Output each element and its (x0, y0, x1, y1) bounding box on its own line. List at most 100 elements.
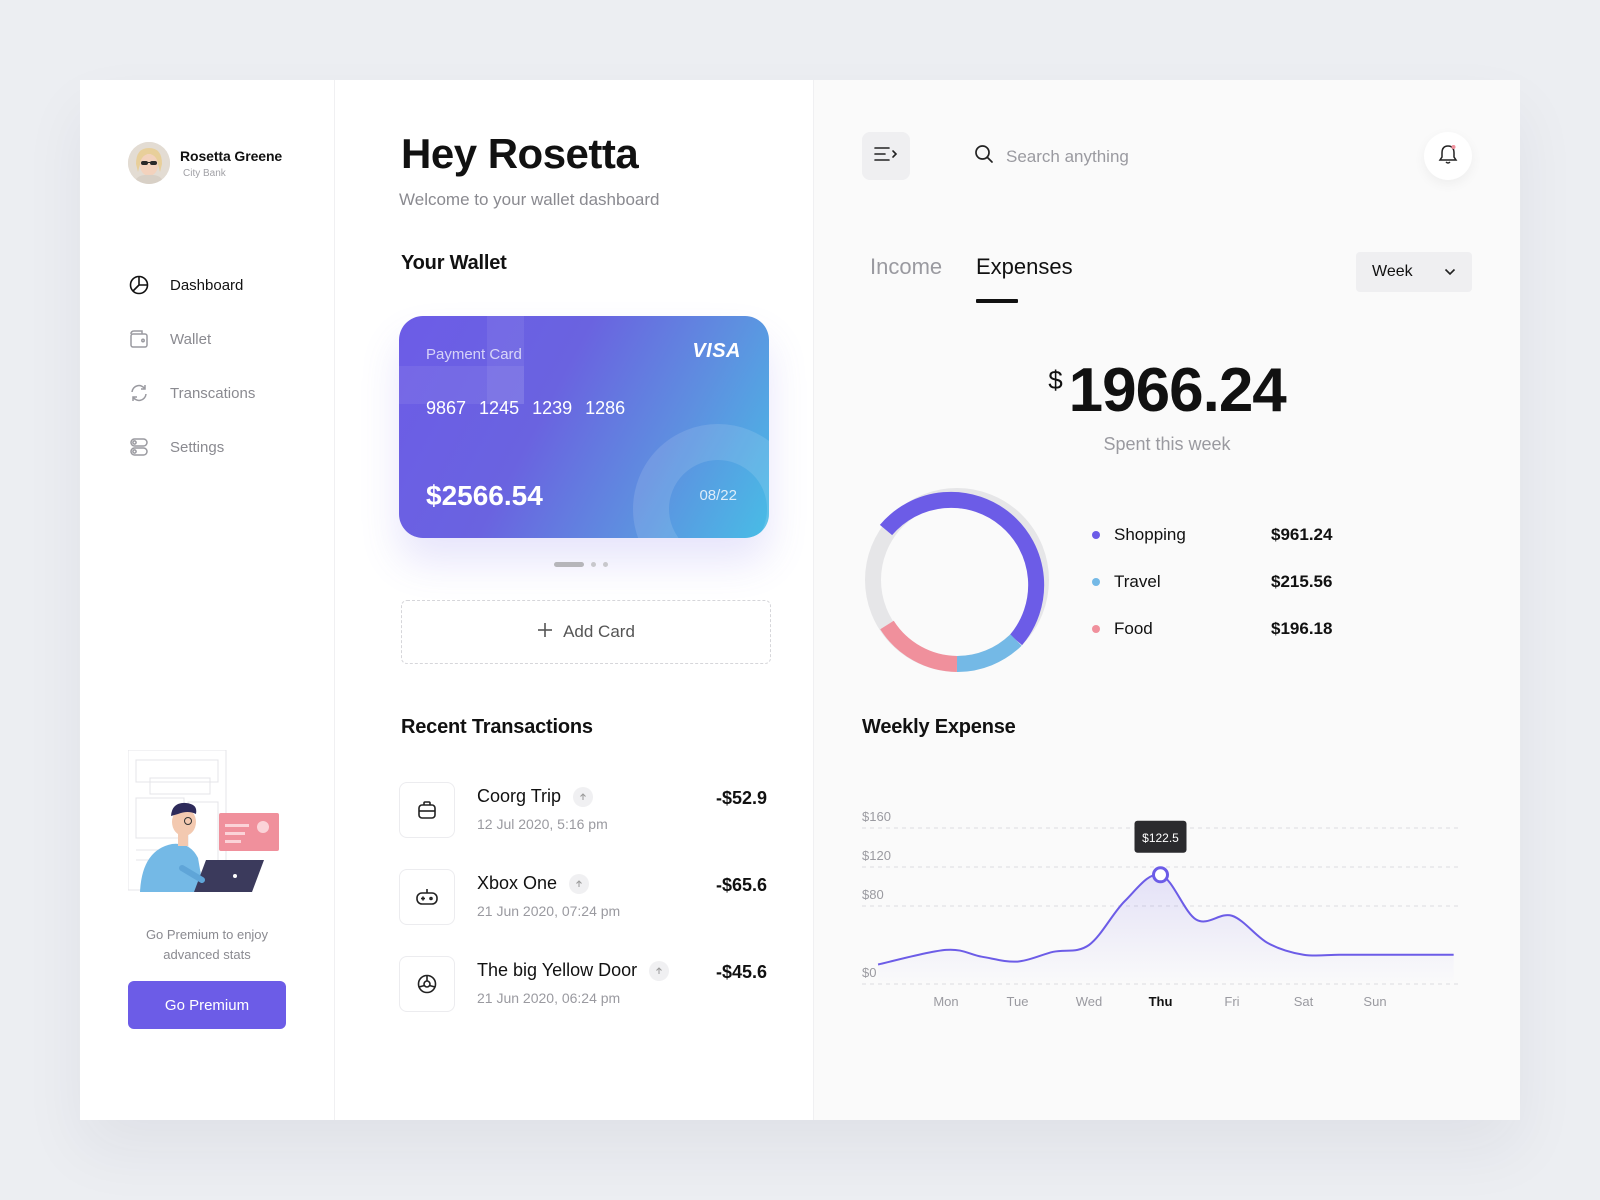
x-tick-label[interactable]: Thu (1149, 994, 1173, 1009)
card-label: Payment Card (426, 346, 522, 363)
menu-toggle-button[interactable] (862, 132, 910, 180)
x-tick-label[interactable]: Sun (1363, 994, 1386, 1009)
y-tick-label: $160 (862, 809, 891, 824)
settings-icon (128, 436, 150, 458)
add-card-button[interactable]: Add Card (401, 600, 771, 664)
card-decoration (487, 316, 524, 404)
legend-dot (1092, 531, 1100, 539)
transaction-date: 21 Jun 2020, 06:24 pm (477, 990, 621, 1006)
payment-card[interactable]: Payment Card VISA 9867 1245 1239 1286 $2… (399, 316, 769, 538)
wallet-title: Your Wallet (401, 252, 507, 274)
dial-icon (399, 956, 455, 1012)
x-tick-label[interactable]: Tue (1007, 994, 1029, 1009)
plus-icon (537, 622, 553, 643)
transaction-amount: -$52.9 (715, 788, 767, 808)
chart-area-fill (878, 874, 1454, 984)
total-spent-caption: Spent this week (1103, 434, 1231, 454)
legend-amount: $215.56 (1271, 572, 1333, 591)
transaction-date: 21 Jun 2020, 07:24 pm (477, 903, 621, 919)
legend-item[interactable]: Travel $215.56 (1090, 572, 1350, 619)
y-tick-label: $0 (862, 965, 876, 980)
stats-panel: Income Expenses Week $1966.24 Spent this… (814, 80, 1520, 1120)
card-number: 9867 1245 1239 1286 (426, 398, 625, 419)
sidebar-item-wallet[interactable]: Wallet (128, 312, 255, 366)
donut-segment-shopping[interactable] (879, 491, 1045, 646)
card-balance: $2566.54 (426, 480, 543, 511)
arrow-up-icon (573, 786, 594, 807)
gamepad-icon (399, 869, 455, 925)
chart-highlight-point[interactable] (1152, 866, 1169, 884)
transaction-amount: -$45.6 (715, 962, 767, 982)
notifications-button[interactable] (1424, 132, 1472, 180)
transaction-row[interactable]: Xbox One 21 Jun 2020, 07:24 pm -$65.6 (399, 869, 769, 931)
bell-icon (1438, 143, 1458, 170)
tab-income[interactable]: Income (870, 254, 943, 279)
briefcase-icon (399, 782, 455, 838)
card-number-group: 1239 (532, 398, 573, 418)
donut-segment-travel[interactable] (956, 634, 1022, 673)
period-select[interactable]: Week (1356, 252, 1472, 292)
sidebar-item-label: Dashboard (170, 276, 244, 294)
sidebar-item-label: Transcations (170, 384, 256, 402)
carousel-dot[interactable] (591, 562, 596, 567)
search-input[interactable] (1006, 146, 1306, 167)
expense-legend: Shopping $961.24 Travel $215.56 Food $19… (1090, 525, 1350, 666)
menu-expand-icon (873, 145, 899, 168)
sidebar-item-dashboard[interactable]: Dashboard (128, 258, 255, 312)
donut-segment-food[interactable] (880, 620, 958, 672)
carousel-dot[interactable] (554, 562, 584, 567)
transaction-row[interactable]: Coorg Trip 12 Jul 2020, 5:16 pm -$52.9 (399, 782, 769, 844)
x-tick-label[interactable]: Mon (933, 994, 958, 1009)
go-premium-button[interactable]: Go Premium (128, 981, 286, 1029)
page-subtitle: Welcome to your wallet dashboard (399, 190, 660, 209)
avatar (128, 142, 170, 184)
total-spent-value: 1966.24 (1068, 356, 1287, 425)
card-decoration (399, 366, 524, 404)
legend-item[interactable]: Shopping $961.24 (1090, 525, 1350, 572)
sidebar-item-transactions[interactable]: Transcations (128, 366, 255, 420)
y-tick-label: $120 (862, 848, 891, 863)
expense-donut-chart (865, 488, 1049, 673)
profile-bank: City Bank (183, 167, 226, 179)
transaction-name: The big Yellow Door (477, 960, 638, 980)
card-number-group: 1245 (479, 398, 520, 418)
page-title: Hey Rosetta (401, 130, 639, 177)
x-tick-label[interactable]: Fri (1224, 994, 1239, 1009)
transaction-date: 12 Jul 2020, 5:16 pm (477, 816, 608, 832)
legend-dot (1092, 578, 1100, 586)
premium-illustration (127, 749, 284, 895)
arrow-up-icon (569, 873, 590, 894)
card-number-group: 9867 (426, 398, 467, 418)
transaction-name: Coorg Trip (477, 786, 562, 806)
card-number-group: 1286 (585, 398, 626, 418)
transactions-title: Recent Transactions (401, 716, 593, 738)
legend-item[interactable]: Food $196.18 (1090, 619, 1350, 666)
legend-amount: $961.24 (1271, 525, 1333, 544)
search-icon (974, 144, 994, 169)
total-spent: $1966.24 (814, 355, 1520, 426)
chart-tooltip-value: $122.5 (1142, 831, 1179, 845)
x-tick-label[interactable]: Sat (1294, 994, 1314, 1009)
carousel-dot[interactable] (603, 562, 608, 567)
transaction-amount: -$65.6 (715, 875, 767, 895)
tab-expenses[interactable]: Expenses (976, 254, 1073, 279)
sidebar-item-settings[interactable]: Settings (128, 420, 255, 474)
weekly-expense-chart: $160 $120 $80 $0 Mon Tue Wed Thu Fri Sat Sun $122.5 (862, 809, 1458, 1009)
legend-category: Shopping (1114, 525, 1186, 544)
sidebar: Rosetta Greene City Bank Dashboard Walle… (80, 80, 335, 1120)
x-tick-label[interactable]: Wed (1076, 994, 1103, 1009)
transactions-icon (128, 382, 150, 404)
app-window: Rosetta Greene City Bank Dashboard Walle… (80, 80, 1520, 1120)
transaction-row[interactable]: The big Yellow Door 21 Jun 2020, 06:24 p… (399, 956, 769, 1018)
period-select-value: Week (1372, 263, 1413, 280)
card-carousel-dots (554, 562, 608, 567)
add-card-label: Add Card (563, 622, 635, 641)
wallet-panel: Hey Rosetta Welcome to your wallet dashb… (335, 80, 814, 1120)
active-tab-indicator (976, 299, 1018, 303)
arrow-up-icon (649, 960, 670, 981)
legend-category: Travel (1114, 572, 1161, 591)
user-profile[interactable]: Rosetta Greene City Bank (128, 142, 282, 184)
currency-symbol: $ (1048, 365, 1063, 395)
card-expiry: 08/22 (699, 487, 737, 504)
search-bar (974, 144, 1306, 169)
